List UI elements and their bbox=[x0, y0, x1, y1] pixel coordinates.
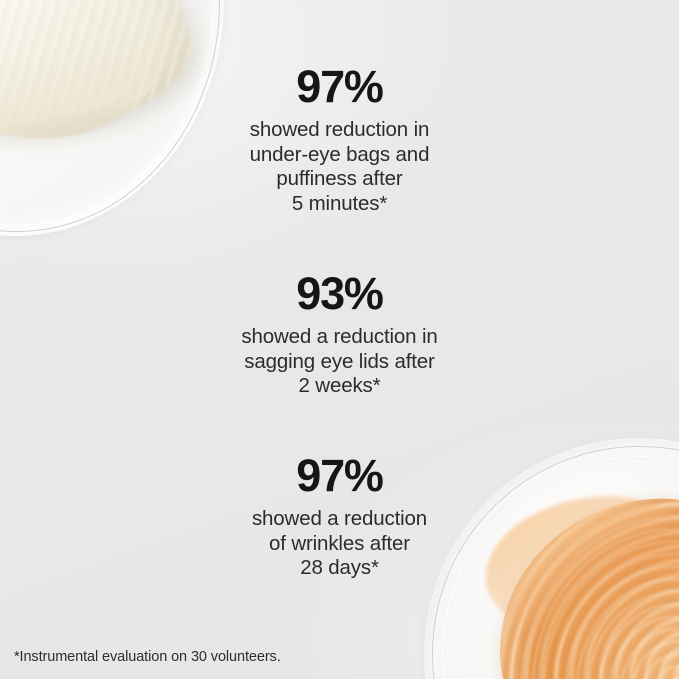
stat-line: puffiness after bbox=[276, 167, 403, 190]
stat-line: 2 weeks* bbox=[298, 374, 381, 397]
stat-description-3: showed a reduction of wrinkles after 28 … bbox=[0, 507, 679, 581]
stat-line: under-eye bags and bbox=[249, 142, 430, 166]
stat-description-1: showed reduction in under-eye bags and p… bbox=[0, 118, 679, 216]
stat-block-1: 97% showed reduction in under-eye bags a… bbox=[0, 64, 679, 216]
stat-description-2: showed a reduction in sagging eye lids a… bbox=[0, 325, 679, 399]
stat-line: showed reduction in bbox=[249, 118, 430, 141]
stat-block-3: 97% showed a reduction of wrinkles after… bbox=[0, 453, 679, 581]
stat-percent-1: 97% bbox=[296, 61, 384, 112]
stat-percent-2: 93% bbox=[296, 268, 384, 319]
stat-percent-3: 97% bbox=[296, 450, 384, 501]
stat-line: showed a reduction in bbox=[241, 325, 438, 348]
stat-line: of wrinkles after bbox=[268, 531, 410, 555]
stat-line: 5 minutes* bbox=[291, 191, 388, 215]
stat-line: 28 days* bbox=[300, 556, 379, 579]
stat-line: sagging eye lids after bbox=[244, 349, 435, 373]
footnote-disclaimer: *Instrumental evaluation on 30 volunteer… bbox=[14, 649, 281, 665]
stat-block-2: 93% showed a reduction in sagging eye li… bbox=[0, 271, 679, 399]
stat-line: showed a reduction bbox=[251, 507, 428, 530]
